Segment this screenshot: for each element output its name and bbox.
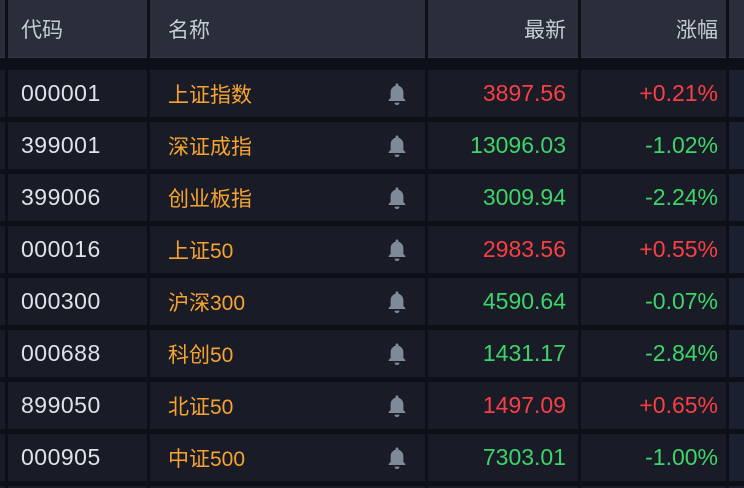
index-name: 深证成指 bbox=[168, 135, 252, 159]
bell-icon[interactable] bbox=[384, 183, 410, 213]
header-sliver-left bbox=[0, 0, 5, 58]
index-code: 000300 bbox=[21, 288, 101, 314]
latest-price: 2983.56 bbox=[482, 236, 566, 262]
row-sliver-left bbox=[0, 382, 5, 429]
row-sliver-left bbox=[0, 434, 5, 481]
change-percent: -2.24% bbox=[645, 184, 718, 210]
row-sliver-right bbox=[729, 226, 744, 273]
row-sliver-left bbox=[0, 122, 5, 169]
latest-price: 13096.03 bbox=[470, 132, 566, 158]
row-sliver-right bbox=[729, 278, 744, 325]
change-percent: -2.84% bbox=[645, 340, 718, 366]
column-header-name[interactable]: 名称 bbox=[150, 0, 425, 58]
table-row[interactable]: 399001 深证成指 13096.03 -1.02% bbox=[0, 122, 744, 169]
table-row[interactable]: 899050 北证50 1497.09 +0.65% bbox=[0, 382, 744, 429]
change-percent: -1.00% bbox=[645, 444, 718, 470]
row-sliver-left bbox=[0, 226, 5, 273]
row-sliver-right bbox=[729, 434, 744, 481]
column-header-code-label: 代码 bbox=[21, 19, 63, 42]
index-name: 北证50 bbox=[168, 395, 234, 419]
table-header: 代码 名称 最新 涨幅 bbox=[0, 0, 744, 58]
latest-price: 1497.09 bbox=[482, 392, 566, 418]
column-header-change-label: 涨幅 bbox=[676, 19, 718, 42]
column-header-code[interactable]: 代码 bbox=[8, 0, 147, 58]
latest-price: 1431.17 bbox=[482, 340, 566, 366]
bell-icon[interactable] bbox=[384, 131, 410, 161]
row-sliver-left bbox=[0, 174, 5, 221]
index-code: 399001 bbox=[21, 132, 101, 158]
index-name: 上证50 bbox=[168, 239, 234, 263]
bell-icon[interactable] bbox=[384, 339, 410, 369]
row-sliver-right bbox=[729, 382, 744, 429]
table-row[interactable]: 000016 上证50 2983.56 +0.55% bbox=[0, 226, 744, 273]
bell-icon[interactable] bbox=[384, 443, 410, 473]
row-sliver-left bbox=[0, 330, 5, 377]
column-header-change[interactable]: 涨幅 bbox=[581, 0, 726, 58]
bell-icon[interactable] bbox=[384, 235, 410, 265]
table-row[interactable]: 000688 科创50 1431.17 -2.84% bbox=[0, 330, 744, 377]
change-percent: -0.07% bbox=[645, 288, 718, 314]
row-sliver-left bbox=[0, 70, 5, 117]
table-row[interactable]: 000001 上证指数 3897.56 +0.21% bbox=[0, 70, 744, 117]
row-sliver-right bbox=[729, 174, 744, 221]
latest-price: 7303.01 bbox=[482, 444, 566, 470]
bell-icon[interactable] bbox=[384, 287, 410, 317]
change-percent: +0.55% bbox=[639, 236, 718, 262]
column-header-latest-label: 最新 bbox=[524, 19, 566, 42]
index-name: 沪深300 bbox=[168, 291, 246, 315]
row-sliver-right bbox=[729, 122, 744, 169]
index-code: 000001 bbox=[21, 80, 101, 106]
latest-price: 4590.64 bbox=[482, 288, 566, 314]
change-percent: -1.02% bbox=[645, 132, 718, 158]
row-sliver-right bbox=[729, 70, 744, 117]
index-code: 000905 bbox=[21, 444, 101, 470]
latest-price: 3009.94 bbox=[482, 184, 566, 210]
index-name: 科创50 bbox=[168, 343, 234, 367]
index-name: 创业板指 bbox=[168, 187, 252, 211]
index-name: 上证指数 bbox=[168, 83, 252, 107]
index-code: 000016 bbox=[21, 236, 101, 262]
table-row[interactable]: 000300 沪深300 4590.64 -0.07% bbox=[0, 278, 744, 325]
row-sliver-left bbox=[0, 278, 5, 325]
change-percent: +0.21% bbox=[639, 80, 718, 106]
table-row[interactable]: 399006 创业板指 3009.94 -2.24% bbox=[0, 174, 744, 221]
index-name: 中证500 bbox=[168, 447, 246, 471]
bell-icon[interactable] bbox=[384, 391, 410, 421]
change-percent: +0.65% bbox=[639, 392, 718, 418]
latest-price: 3897.56 bbox=[482, 80, 566, 106]
index-code: 899050 bbox=[21, 392, 101, 418]
column-header-name-label: 名称 bbox=[168, 19, 210, 42]
row-sliver-right bbox=[729, 330, 744, 377]
index-code: 000688 bbox=[21, 340, 101, 366]
index-code: 399006 bbox=[21, 184, 101, 210]
table-row[interactable]: 000905 中证500 7303.01 -1.00% bbox=[0, 434, 744, 481]
header-sliver-right bbox=[729, 0, 744, 58]
bell-icon[interactable] bbox=[384, 79, 410, 109]
table-row-partial bbox=[0, 486, 744, 488]
column-header-latest[interactable]: 最新 bbox=[428, 0, 578, 58]
